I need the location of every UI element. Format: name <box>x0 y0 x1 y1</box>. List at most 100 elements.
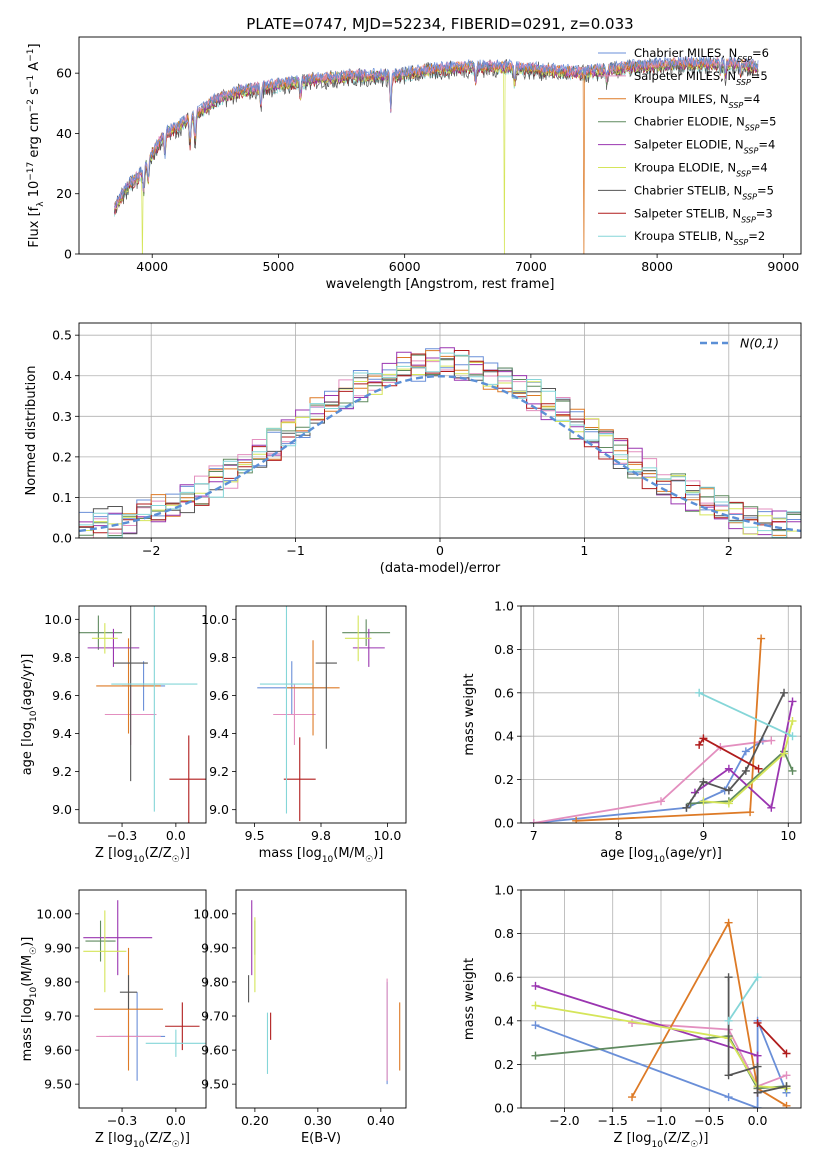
weight-marker <box>699 777 708 786</box>
label-part: (M/M <box>20 955 35 987</box>
x-tick-label: 10 <box>780 828 796 843</box>
label-part: −2 <box>26 99 36 112</box>
y-tick-label: 0.4 <box>52 368 72 383</box>
y-tick-label: 60 <box>56 66 72 81</box>
legend-label-kroupa-elodie: Kroupa ELODIE, NSSP=4 <box>634 161 768 179</box>
figure-title: PLATE=0747, MJD=52234, FIBERID=0291, z=0… <box>246 15 633 33</box>
chart-residuals: −2 −1 0 1 2 0.0 0.1 0.2 0.3 0.4 0.5 (data-model)/er… <box>24 322 802 576</box>
chart-spectrum: 4000 5000 6000 7000 8000 9000 0 20 40 60 wavelengt… <box>26 36 802 292</box>
legend-value: =5 <box>757 183 774 197</box>
label-part: 10 <box>29 986 39 998</box>
x-tick-label: −0.5 <box>694 1113 724 1128</box>
errorbar-kroupa-elodie <box>83 910 127 993</box>
weight-series-salpeter-elodie <box>531 981 762 1097</box>
spectrum-line-chabrier-miles <box>114 55 759 208</box>
label-part: ☉ <box>365 855 373 865</box>
x-tick-label: 7 <box>530 828 538 843</box>
label-part: log <box>634 846 654 861</box>
legend-value: =4 <box>743 92 760 106</box>
errorbar-kroupa-elodie <box>91 623 118 654</box>
weight-marker <box>753 1104 762 1108</box>
weight-marker <box>788 697 797 706</box>
y-tick-label: 0.2 <box>494 772 514 787</box>
legend-text: Salpeter MILES, N <box>634 69 736 83</box>
label-part: (age/yr)] <box>20 654 35 711</box>
weight-line <box>535 1020 788 1108</box>
y-tick-label: 10.00 <box>193 906 229 921</box>
label-part: 10 <box>652 1140 664 1150</box>
legend-label-chabrier-elodie: Chabrier ELODIE, NSSP=5 <box>634 115 776 133</box>
x-tick-label: −2.0 <box>549 1113 579 1128</box>
weight-marker <box>699 797 708 806</box>
label-part: Z [ <box>95 1131 113 1146</box>
errorbar-chabrier-stelib <box>119 975 138 1010</box>
weight-line <box>703 720 794 805</box>
weight-line <box>535 1004 787 1090</box>
weight-marker <box>699 734 708 743</box>
weight-marker <box>695 688 704 697</box>
y-tick-label: 0.2 <box>494 1057 514 1072</box>
legend-label-chabrier-stelib: Chabrier STELIB, NSSP=5 <box>634 183 774 201</box>
x-tick-label: 6000 <box>389 259 421 274</box>
x-tick-label: 5000 <box>263 259 295 274</box>
weight-lines <box>531 918 791 1108</box>
y-tick-label: 0.6 <box>494 685 514 700</box>
label-part: λ <box>36 201 46 207</box>
legend-value: =5 <box>760 115 777 129</box>
axes-frame <box>520 605 802 824</box>
x-axis-label: (data-model)/error <box>380 561 501 576</box>
chart-mass-vs-EBV: 0.20 0.30 0.40 9.50 9.60 9.70 9.80 9.90 10.00 E(B… <box>193 889 407 1146</box>
x-tick-label: 9.5 <box>245 828 265 843</box>
y-tick-label: 9.50 <box>201 1077 229 1092</box>
weight-line <box>535 985 759 1093</box>
label-part: log <box>113 1131 133 1146</box>
label-part: mass weight <box>462 958 477 1040</box>
x-tick-label: 9.8 <box>311 828 331 843</box>
errorbar-salpeter-stelib <box>283 737 316 822</box>
legend-label-chabrier-miles: Chabrier MILES, NSSP=6 <box>634 46 769 64</box>
y-tick-label: 0.4 <box>494 1013 514 1028</box>
y-tick-label: 9.6 <box>209 688 229 703</box>
errorbar-salpeter-elodie <box>87 628 140 667</box>
legend-subscript: SSP <box>745 123 760 132</box>
errorbar-chabrier-stelib <box>315 606 337 749</box>
x-axis-label: mass [log10(M/M☉)] <box>259 846 384 865</box>
legend-subscript: SSP <box>729 100 744 109</box>
y-tick-label: 9.60 <box>201 1043 229 1058</box>
weight-series-chabrier-stelib <box>724 973 791 1097</box>
y-axis-label: mass [log10(M/M☉)] <box>20 937 39 1062</box>
legend-subscript: SSP <box>736 77 751 86</box>
y-tick-label: 0.0 <box>52 531 72 546</box>
label-part: 10 <box>29 710 39 722</box>
weight-series-chabrier-stelib <box>682 688 789 812</box>
weight-series-salpeter-stelib <box>695 734 763 773</box>
label-part: 10 <box>133 1140 145 1150</box>
x-tick-label: 0.20 <box>241 1113 269 1128</box>
legend-subscript: SSP <box>742 192 757 201</box>
x-tick-label: 10.0 <box>373 828 401 843</box>
x-axis-label: E(B-V) <box>301 1131 341 1146</box>
legend-value: =4 <box>751 161 768 175</box>
legend-value: =6 <box>752 46 769 60</box>
label-part: ☉ <box>29 947 39 955</box>
weight-marker <box>782 1049 791 1058</box>
legend-subscript: SSP <box>734 238 749 247</box>
errorbar-chabrier-elodie <box>342 619 391 646</box>
weight-marker <box>724 1016 733 1025</box>
y-tick-label: 0.8 <box>494 642 514 657</box>
y-tick-label: 9.80 <box>44 974 72 989</box>
label-part: A <box>27 62 42 75</box>
weight-marker <box>782 1101 791 1108</box>
label-part: age [ <box>600 846 633 861</box>
label-part: (Z/Z <box>663 1131 690 1146</box>
weight-series-kroupa-stelib <box>695 688 797 741</box>
label-part: 10 <box>322 855 334 865</box>
y-tick-label: 0.5 <box>52 328 72 343</box>
legend-label-normal: N(0,1) <box>740 336 779 351</box>
histogram-kroupa-stelib <box>79 352 801 538</box>
label-part: ] <box>27 43 42 48</box>
weight-marker <box>531 1021 540 1030</box>
x-tick-label: 0.0 <box>166 828 186 843</box>
label-part: (Z/Z <box>144 846 171 861</box>
legend-text: Salpeter STELIB, N <box>634 206 741 220</box>
